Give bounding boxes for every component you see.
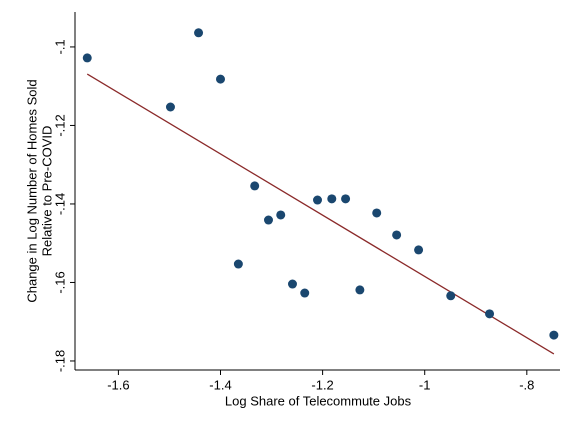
point	[216, 74, 225, 84]
point	[372, 208, 382, 218]
y-tick-label: -.16	[52, 271, 67, 293]
y-tick-label: -.14	[52, 193, 67, 215]
y-axis-title: Change in Log Number of Homes Sold	[24, 79, 39, 302]
x-axis-title: Log Share of Telecommute Jobs	[225, 393, 412, 408]
point	[341, 194, 351, 204]
point	[446, 291, 456, 301]
point	[549, 330, 559, 340]
point	[276, 210, 286, 220]
fit-line	[86, 73, 555, 355]
x-tick-label: -1.2	[311, 377, 333, 392]
x-tick-label: -1.6	[107, 377, 129, 392]
point	[300, 288, 310, 298]
y-tick-label: -.12	[52, 114, 67, 136]
y-axis-title: Relative to Pre-COVID	[39, 126, 54, 257]
point	[165, 102, 175, 112]
y-tick-label: -.18	[52, 350, 67, 372]
point	[414, 245, 424, 255]
point	[82, 53, 92, 63]
y-tick-label: -.1	[52, 39, 67, 54]
point	[263, 215, 273, 225]
point	[355, 285, 365, 295]
x-tick-label: -1.4	[209, 377, 231, 392]
point	[327, 194, 337, 204]
point	[287, 279, 297, 289]
point	[485, 309, 495, 319]
point	[392, 230, 402, 240]
point	[250, 181, 260, 191]
point	[233, 259, 243, 269]
point	[313, 195, 322, 205]
point	[194, 28, 204, 38]
x-tick-label: -.8	[519, 377, 534, 392]
x-tick-label: -1	[419, 377, 431, 392]
